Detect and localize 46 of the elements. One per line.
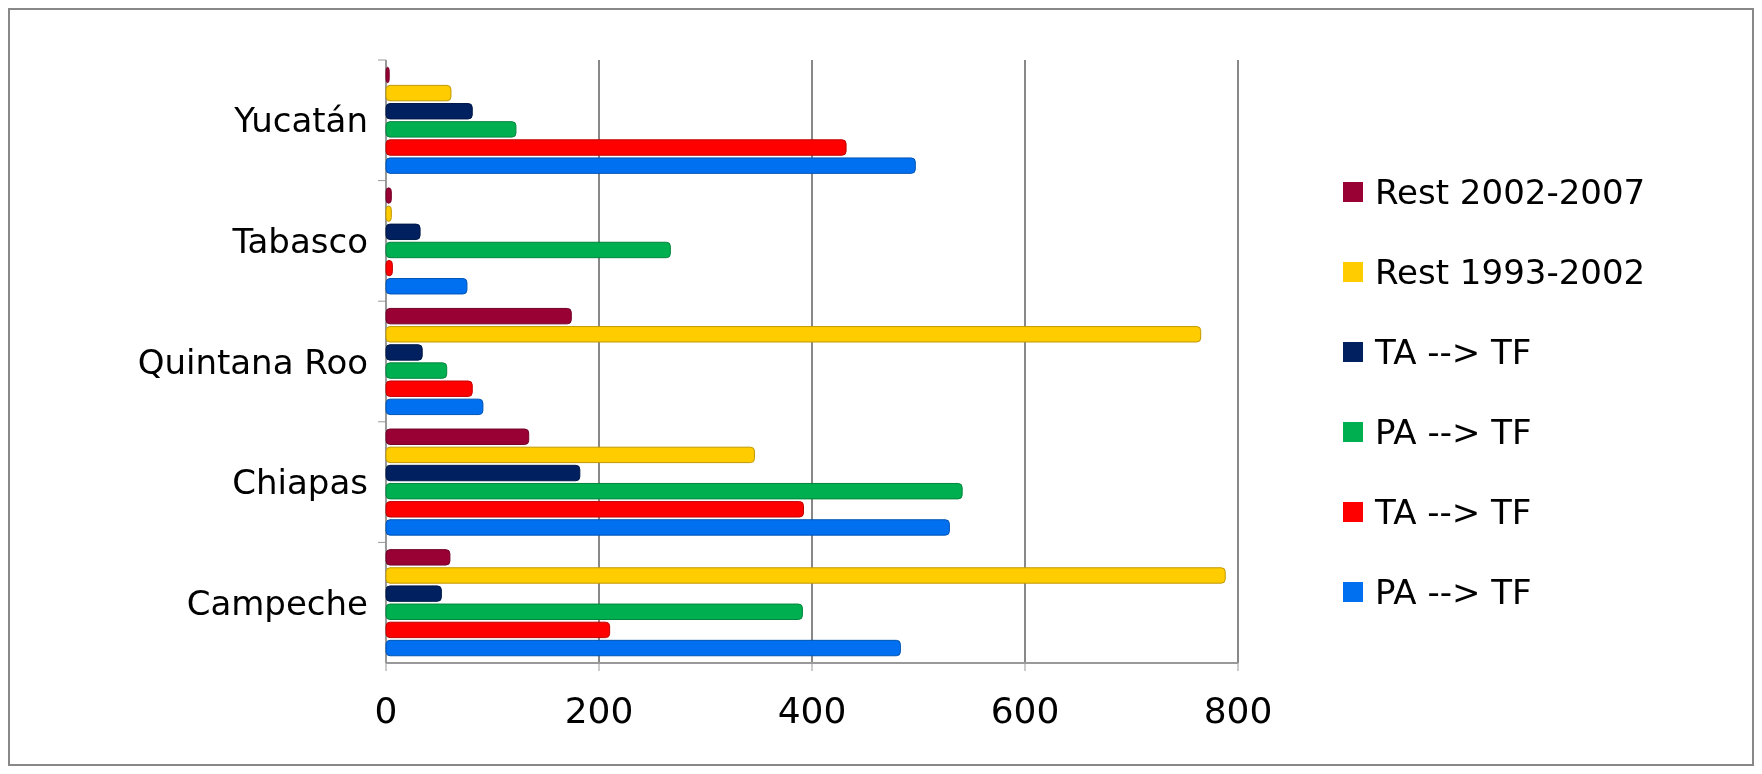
bar	[385, 278, 468, 295]
x-tick-label: 600	[990, 690, 1060, 731]
bar	[385, 585, 442, 602]
bar	[385, 603, 803, 620]
legend-label: PA --> TF	[1375, 572, 1532, 612]
bar	[385, 567, 1226, 584]
x-tick-label: 800	[1203, 690, 1273, 731]
bar	[385, 639, 901, 657]
legend-label: Rest 1993-2002	[1375, 252, 1646, 292]
bar	[385, 157, 916, 174]
bar	[385, 223, 421, 241]
bar	[385, 307, 572, 325]
legend-label: TA --> TF	[1374, 492, 1532, 532]
y-tick-label: Chiapas	[232, 462, 368, 503]
y-tick-label: Quintana Roo	[137, 341, 368, 382]
bar	[385, 464, 581, 482]
bar	[385, 344, 423, 361]
bar	[385, 103, 473, 120]
legend-label: PA --> TF	[1375, 412, 1532, 452]
bar	[385, 482, 963, 500]
bar	[385, 205, 392, 222]
bar	[385, 259, 393, 277]
bar	[385, 621, 611, 639]
bar	[385, 121, 517, 138]
bar	[385, 428, 530, 445]
bar	[385, 549, 451, 566]
y-tick-label: Campeche	[186, 582, 368, 623]
bar	[385, 66, 390, 84]
bar	[385, 187, 392, 204]
bar	[385, 139, 847, 156]
bar	[385, 519, 950, 536]
bar	[385, 446, 755, 464]
y-tick-label: Tabasco	[231, 220, 368, 261]
bar	[385, 362, 448, 379]
bar	[385, 380, 473, 397]
bar	[385, 398, 484, 416]
legend-label: Rest 2002-2007	[1375, 172, 1646, 212]
bar	[385, 501, 804, 518]
y-tick-label: Yucatán	[233, 100, 368, 141]
x-tick-label: 400	[777, 690, 847, 731]
bar	[385, 241, 671, 259]
bar	[385, 326, 1202, 343]
x-tick-label: 0	[374, 690, 398, 731]
legend-label: TA --> TF	[1374, 332, 1532, 372]
bar	[385, 84, 452, 102]
x-tick-label: 200	[564, 690, 634, 731]
